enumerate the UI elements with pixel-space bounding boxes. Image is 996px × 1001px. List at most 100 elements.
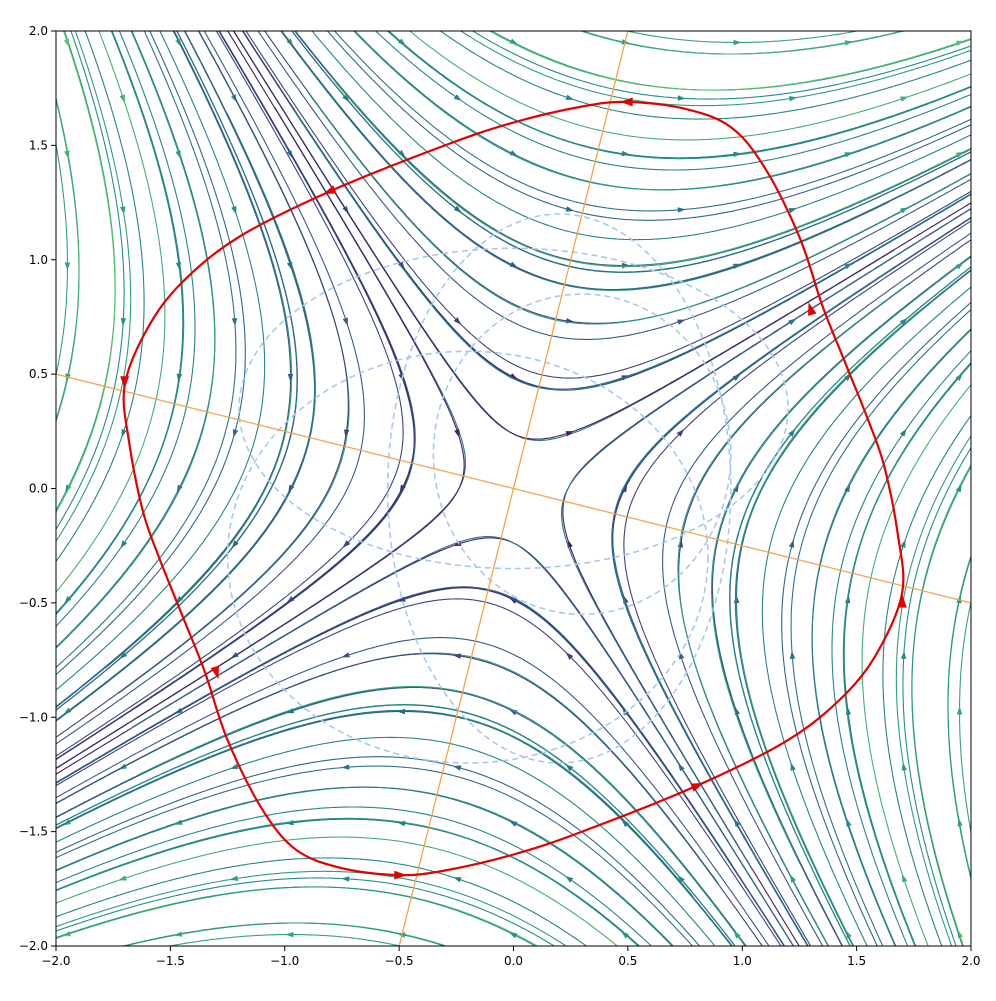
streamline-arrow [229, 875, 239, 882]
streamline-arrow [844, 262, 853, 270]
streamline-arrow [677, 874, 685, 883]
streamline-arrow [677, 319, 686, 325]
streamline [831, 349, 971, 946]
streamline [291, 31, 971, 273]
streamline-arrow [120, 318, 127, 327]
streamline-arrow [844, 40, 853, 46]
y-tick-label: 0.0 [29, 482, 48, 496]
streamline-arrow [676, 429, 685, 437]
streamline-arrow [397, 38, 406, 46]
streamline-arrow [120, 540, 128, 549]
streamline-arrow [285, 931, 294, 938]
streamline-arrow [64, 262, 71, 271]
streamline-arrow [120, 206, 126, 215]
streamline-arrow [341, 876, 350, 882]
x-tick-label: 0.5 [618, 954, 637, 968]
streamline-arrow [732, 263, 742, 270]
streamline [56, 31, 116, 514]
streamline-arrow [955, 373, 963, 382]
streamline [56, 586, 785, 946]
streamline [56, 97, 80, 424]
x-tick-label: 1.5 [847, 954, 866, 968]
streamline [56, 141, 68, 378]
streamline-arrow [844, 152, 853, 158]
streamline-arrow [63, 707, 72, 715]
streamline [293, 110, 971, 391]
streamline-arrow [232, 429, 239, 438]
streamline [56, 598, 782, 946]
x-tick-label: −2.0 [41, 954, 70, 968]
streamline [734, 269, 971, 946]
streamline [471, 31, 971, 100]
streamline [166, 934, 403, 946]
streamline-arrow [955, 262, 964, 270]
streamline-arrow [118, 875, 127, 881]
streamline [895, 434, 971, 946]
streamline [56, 31, 145, 563]
x-tick-label: 2.0 [961, 954, 980, 968]
streamline [781, 301, 971, 946]
streamline [56, 31, 237, 669]
streamline [811, 329, 971, 946]
streamline-arrow [788, 318, 797, 326]
streamline [56, 756, 701, 946]
streamline [677, 283, 910, 946]
streamline-arrow [900, 96, 909, 102]
streamline-arrow [453, 205, 462, 213]
streamline [56, 31, 166, 594]
streamline-arrow [955, 151, 965, 158]
streamline-arrow [732, 373, 741, 381]
streamline-arrow [231, 318, 238, 327]
orbit-arrow [897, 594, 907, 608]
streamline-arrow [286, 261, 293, 271]
streamline-arrow [175, 262, 182, 271]
orbit-arrow [690, 782, 704, 792]
streamline-arrow [343, 429, 350, 438]
orbit-arrow [210, 665, 219, 680]
streamline-arrow [621, 931, 630, 939]
x-tick-label: −0.5 [385, 954, 414, 968]
streamline-arrow [231, 205, 237, 215]
streamline [861, 383, 971, 946]
streamline-arrow [231, 540, 239, 549]
streamline [56, 31, 196, 628]
streamline-arrow [63, 38, 70, 48]
orange-line [56, 373, 971, 604]
streamline [611, 217, 971, 946]
streamline [280, 31, 971, 291]
streamline [131, 536, 794, 946]
streamline-arrow [229, 763, 239, 769]
streamline-arrow [119, 94, 125, 103]
dashed-curve [432, 293, 732, 616]
streamline [56, 886, 537, 946]
streamline-arrow [565, 652, 574, 660]
streamline [386, 31, 971, 159]
streamline [623, 220, 971, 946]
streamline [56, 31, 292, 708]
streamline-arrow [956, 706, 963, 715]
x-axis: −2.0 −1.5 −1.0 −0.5 0.0 0.5 1.0 1.5 2.0 [41, 946, 981, 968]
orbit-arrow [808, 302, 817, 316]
streamline-arrow [845, 930, 852, 939]
dashed-curve [386, 213, 732, 764]
streamline [138, 685, 746, 946]
streamline [56, 31, 266, 691]
streamline-arrow [230, 94, 238, 103]
streamline [56, 31, 246, 676]
streamline [333, 79, 971, 267]
streamline-arrow [734, 818, 741, 828]
streamline-arrow [453, 317, 462, 325]
streamline-arrow [341, 652, 350, 658]
streamline [729, 266, 971, 946]
streamline-arrow [565, 875, 574, 883]
streamline-arrow [900, 539, 906, 548]
streamline [56, 736, 716, 946]
streamline [352, 31, 971, 191]
streamline [56, 31, 184, 616]
orbit-arrow [394, 870, 408, 880]
x-tick-label: 1.0 [733, 954, 752, 968]
streamline-arrow [788, 208, 798, 214]
streamline [911, 465, 971, 946]
x-tick-label: −1.5 [156, 954, 185, 968]
